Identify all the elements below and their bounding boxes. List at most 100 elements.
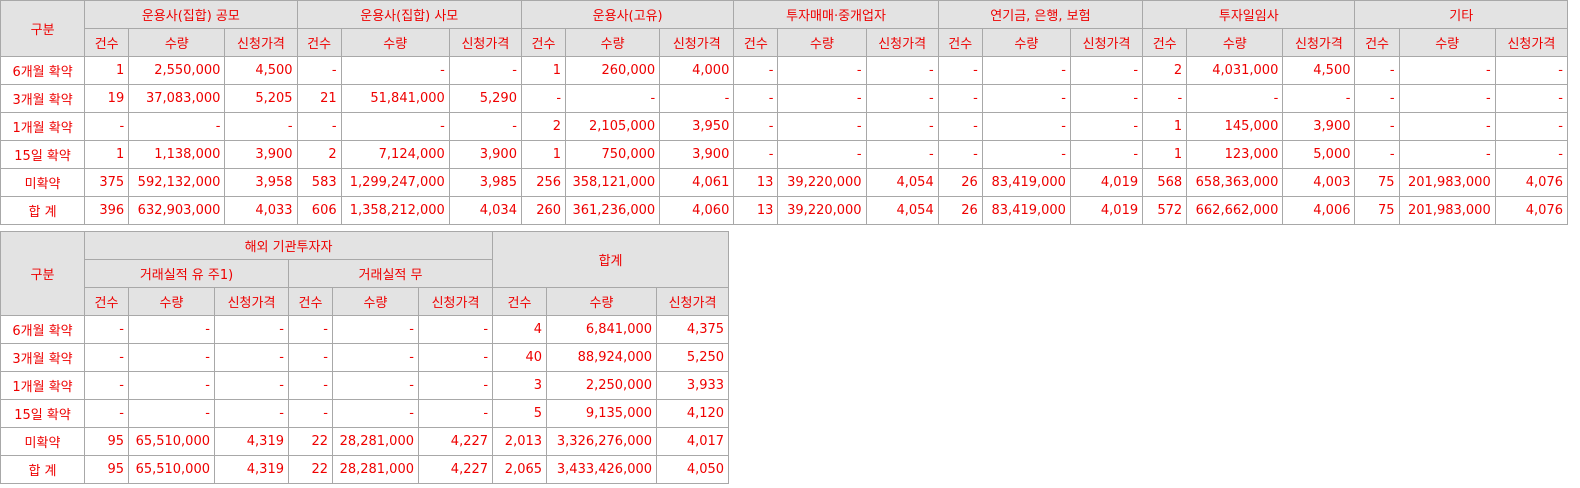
row-label: 15일 확약 (0, 399, 85, 428)
data-cell: - (1142, 84, 1188, 113)
data-cell: 2 (1142, 56, 1188, 85)
data-cell: 396 (84, 196, 130, 225)
column-header: 수량 (565, 28, 661, 57)
data-cell: 4,034 (448, 196, 522, 225)
data-cell: 3,933 (656, 371, 730, 400)
table-row: 미확약 95 65,510,000 4,319 22 28,281,000 4,227 2,0… (0, 427, 730, 456)
group-header: 운용사(고유) (520, 0, 735, 29)
data-cell: 22 (288, 455, 333, 484)
table-row: 15일 확약 1 1,138,000 3,900 2 7,124,000 3,900 1 750… (0, 140, 1569, 169)
data-cell: 1 (520, 56, 567, 85)
data-cell: - (777, 56, 867, 85)
subgroup-header: 거래실적 유 주1) (84, 259, 289, 288)
data-cell: - (1069, 112, 1144, 141)
data-cell: - (214, 315, 289, 344)
column-header: 수량 (332, 287, 419, 316)
table-row: 6개월 확약 - - - - - -4 6,841,000 4,375 (0, 315, 730, 344)
data-cell: - (128, 371, 215, 400)
data-cell: 2,250,000 (546, 371, 658, 400)
data-cell: 3 (492, 371, 548, 400)
data-cell: - (340, 112, 450, 141)
row-label: 6개월 확약 (0, 315, 85, 344)
column-header: 신청가격 (214, 287, 289, 316)
data-cell: 3,900 (224, 140, 298, 169)
data-cell: 3,900 (1282, 112, 1356, 141)
group-header: 운용사(집합) 공모 (84, 0, 298, 29)
data-cell: 145,000 (1186, 112, 1284, 141)
data-cell: - (865, 140, 939, 169)
data-cell: 65,510,000 (128, 455, 215, 484)
data-cell: 4 (492, 315, 548, 344)
table-row: 3개월 확약 - - - - - -40 88,924,000 5,250 (0, 343, 730, 372)
data-cell: - (981, 112, 1071, 141)
column-header: 수량 (981, 28, 1071, 57)
data-cell: - (448, 112, 522, 141)
data-cell: 13 (733, 196, 779, 225)
data-cell: 51,841,000 (340, 84, 450, 113)
table-row: 3개월 확약 19 37,083,000 5,205 21 51,841,000 5,290… (0, 84, 1569, 113)
column-header: 건수 (492, 287, 548, 316)
data-cell: - (1494, 84, 1569, 113)
data-cell: - (417, 343, 494, 372)
data-cell: 4,019 (1069, 196, 1144, 225)
data-cell: 9,135,000 (546, 399, 658, 428)
column-header: 수량 (777, 28, 867, 57)
data-cell: 4,019 (1069, 168, 1144, 197)
data-cell: - (332, 315, 419, 344)
data-cell: - (733, 140, 779, 169)
row-label: 15일 확약 (0, 140, 86, 169)
column-header: 건수 (937, 28, 983, 57)
data-cell: - (1398, 140, 1496, 169)
column-header: 신청가격 (1282, 28, 1356, 57)
data-cell: - (332, 343, 419, 372)
table-row: 미확약 375 592,132,000 3,958 583 1,299,247,000 3,… (0, 168, 1569, 197)
data-cell: - (1069, 56, 1144, 85)
row-label: 3개월 확약 (0, 84, 86, 113)
data-cell: 6,841,000 (546, 315, 658, 344)
data-cell: 583 (296, 168, 342, 197)
data-cell: - (777, 140, 867, 169)
data-cell: - (288, 343, 333, 372)
column-header: 신청가격 (656, 287, 730, 316)
data-cell: - (128, 399, 215, 428)
data-cell: 4,076 (1494, 168, 1569, 197)
row-label: 3개월 확약 (0, 343, 85, 372)
data-cell: - (659, 84, 735, 113)
group-header: 기타 (1354, 0, 1568, 29)
data-cell: 2,550,000 (128, 56, 226, 85)
data-cell: 4,227 (417, 455, 494, 484)
row-label: 1개월 확약 (0, 371, 85, 400)
data-cell: - (1354, 140, 1400, 169)
data-cell: 3,326,276,000 (546, 427, 658, 456)
data-cell: 4,017 (656, 427, 730, 456)
data-cell: - (865, 112, 939, 141)
data-cell: - (937, 84, 983, 113)
data-cell: - (1354, 56, 1400, 85)
data-cell: - (1069, 140, 1144, 169)
data-cell: 4,227 (417, 427, 494, 456)
data-cell: - (1354, 84, 1400, 113)
data-cell: - (224, 112, 298, 141)
data-cell: 375 (84, 168, 130, 197)
data-cell: 361,236,000 (565, 196, 661, 225)
data-cell: 3,950 (659, 112, 735, 141)
data-cell: 4,375 (656, 315, 730, 344)
data-cell: 4,061 (659, 168, 735, 197)
column-header: 신청가격 (417, 287, 494, 316)
data-cell: - (937, 112, 983, 141)
row-label: 6개월 확약 (0, 56, 86, 85)
row-label: 1개월 확약 (0, 112, 86, 141)
data-cell: - (981, 56, 1071, 85)
data-cell: 750,000 (565, 140, 661, 169)
row-label: 미확약 (0, 427, 85, 456)
row-label: 미확약 (0, 168, 86, 197)
data-cell: - (128, 112, 226, 141)
data-cell: - (733, 56, 779, 85)
subgroup-row: 거래실적 유 주1) 거래실적 무 (1, 259, 729, 288)
table-row: 15일 확약 - - - - - -5 9,135,000 4,120 (0, 399, 730, 428)
data-cell: 4,054 (865, 168, 939, 197)
data-cell: 4,054 (865, 196, 939, 225)
data-cell: 39,220,000 (777, 168, 867, 197)
column-header: 신청가격 (659, 28, 735, 57)
table-row: 1개월 확약 - - - - - -3 2,250,000 3,933 (0, 371, 730, 400)
